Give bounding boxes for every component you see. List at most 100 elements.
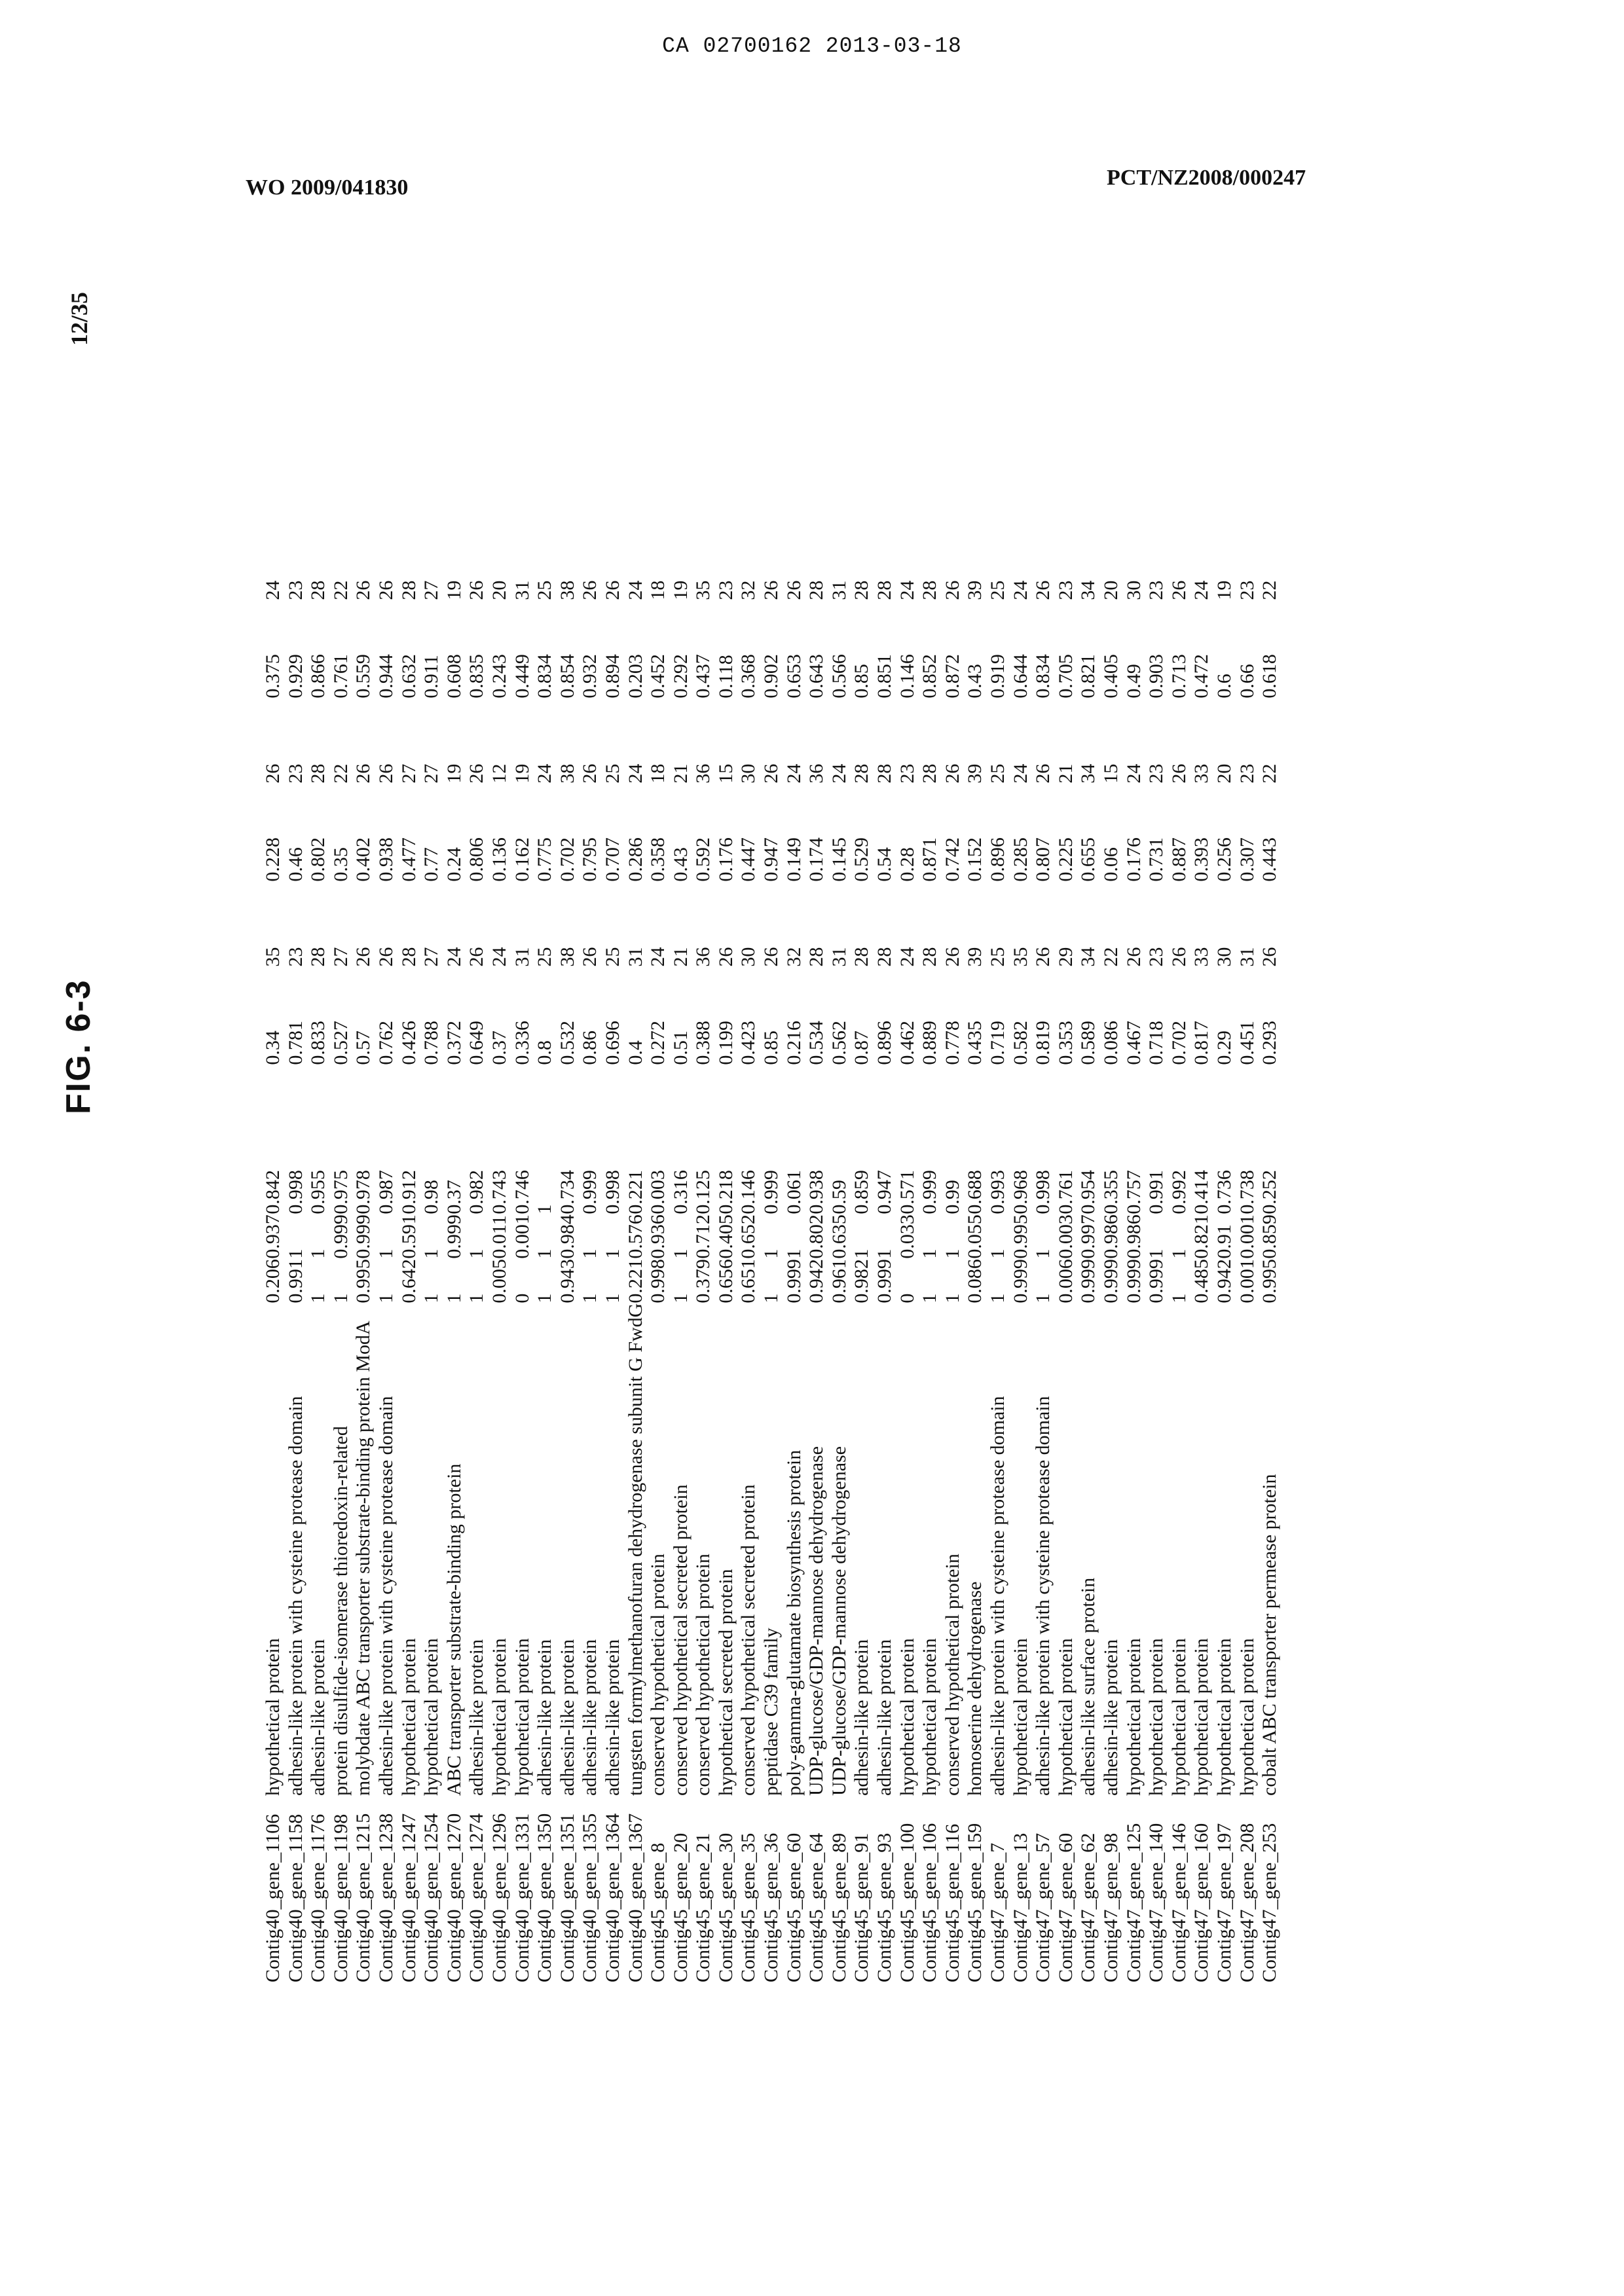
cell-count-a: 32 — [783, 882, 806, 967]
cell-score-3: 0.738 — [1236, 1170, 1259, 1214]
cell-count-a: 26 — [715, 882, 738, 967]
cell-value-a: 0.702 — [1168, 967, 1191, 1170]
cell-score-1: 1 — [375, 1259, 398, 1303]
cell-value-b: 0.896 — [987, 784, 1010, 882]
cell-count-b: 28 — [919, 699, 942, 784]
cell-value-b: 0.393 — [1190, 784, 1213, 882]
cell-value-a: 0.29 — [1213, 967, 1236, 1170]
cell-count-c: 26 — [783, 515, 806, 600]
cell-count-c: 26 — [466, 515, 489, 600]
cell-score-3: 0.743 — [489, 1170, 511, 1214]
cell-gene-id: Contig47_gene_146 — [1168, 1796, 1191, 1982]
cell-value-c: 0.292 — [670, 600, 693, 699]
cell-count-a: 31 — [511, 882, 534, 967]
table-row: Contig45_gene_89UDP-glucose/GDP-mannose … — [828, 515, 851, 1982]
table-row: Contig47_gene_140hypothetical protein0.9… — [1145, 515, 1168, 1982]
cell-score-3: 0.998 — [285, 1170, 308, 1214]
cell-score-1: 1 — [443, 1259, 466, 1303]
cell-value-b: 0.77 — [420, 784, 443, 882]
cell-gene-id: Contig45_gene_159 — [964, 1796, 987, 1982]
figure-label: FIG. 6-3 — [59, 979, 98, 1114]
cell-value-b: 0.136 — [489, 784, 511, 882]
cell-count-c: 23 — [715, 515, 738, 600]
cell-count-c: 20 — [1100, 515, 1123, 600]
cell-count-b: 36 — [692, 699, 715, 784]
cell-gene-description: hypothetical secreted protein — [715, 1303, 738, 1796]
cell-value-c: 0.452 — [647, 600, 670, 699]
cell-score-2: 1 — [942, 1214, 965, 1259]
cell-value-b: 0.176 — [1123, 784, 1146, 882]
cell-count-c: 30 — [1123, 515, 1146, 600]
cell-count-a: 29 — [1055, 882, 1078, 967]
cell-gene-id: Contig40_gene_1367 — [625, 1796, 648, 1982]
cell-value-c: 0.375 — [262, 600, 285, 699]
cell-score-3: 0.842 — [262, 1170, 285, 1214]
cell-score-2: 0.712 — [692, 1214, 715, 1259]
cell-value-c: 0.405 — [1100, 600, 1123, 699]
rotated-table-sheet: 12/35 FIG. 6-3 Contig40_gene_1106hypothe… — [262, 12, 1329, 1982]
cell-gene-description: tungsten formylmethanofuran dehydrogenas… — [625, 1303, 648, 1796]
cell-value-c: 0.472 — [1190, 600, 1213, 699]
cell-value-b: 0.947 — [760, 784, 783, 882]
cell-score-1: 0.656 — [715, 1259, 738, 1303]
cell-score-2: 0.984 — [557, 1214, 580, 1259]
cell-value-c: 0.919 — [987, 600, 1010, 699]
cell-count-c: 26 — [942, 515, 965, 600]
cell-gene-description: peptidase C39 family — [760, 1303, 783, 1796]
cell-gene-id: Contig45_gene_20 — [670, 1796, 693, 1982]
cell-value-c: 0.911 — [420, 600, 443, 699]
cell-score-1: 0.998 — [647, 1259, 670, 1303]
cell-value-b: 0.702 — [557, 784, 580, 882]
cell-gene-description: hypothetical protein — [1010, 1303, 1033, 1796]
cell-gene-id: Contig47_gene_62 — [1077, 1796, 1100, 1982]
cell-score-2: 0.999 — [330, 1214, 353, 1259]
cell-gene-id: Contig47_gene_57 — [1032, 1796, 1055, 1982]
cell-count-b: 18 — [647, 699, 670, 784]
cell-count-c: 26 — [760, 515, 783, 600]
cell-count-c: 31 — [511, 515, 534, 600]
cell-score-3: 0.998 — [602, 1170, 625, 1214]
cell-count-c: 22 — [330, 515, 353, 600]
cell-gene-id: Contig45_gene_106 — [919, 1796, 942, 1982]
cell-value-c: 0.713 — [1168, 600, 1191, 699]
cell-value-b: 0.592 — [692, 784, 715, 882]
cell-score-3: 0.061 — [783, 1170, 806, 1214]
table-row: Contig40_gene_1350adhesin-like protein11… — [534, 515, 557, 1982]
cell-value-b: 0.24 — [443, 784, 466, 882]
cell-count-c: 39 — [964, 515, 987, 600]
table-row: Contig45_gene_64UDP-glucose/GDP-mannose … — [805, 515, 828, 1982]
cell-score-3: 0.734 — [557, 1170, 580, 1214]
cell-value-a: 0.216 — [783, 967, 806, 1170]
cell-score-3: 1 — [534, 1170, 557, 1214]
cell-value-c: 0.902 — [760, 600, 783, 699]
cell-score-3: 0.991 — [1145, 1170, 1168, 1214]
cell-count-b: 28 — [851, 699, 874, 784]
cell-value-a: 0.388 — [692, 967, 715, 1170]
cell-gene-id: Contig45_gene_100 — [896, 1796, 919, 1982]
cell-value-a: 0.778 — [942, 967, 965, 1170]
cell-count-b: 26 — [375, 699, 398, 784]
cell-gene-id: Contig47_gene_125 — [1123, 1796, 1146, 1982]
cell-score-2: 0.003 — [1055, 1214, 1078, 1259]
cell-count-a: 25 — [602, 882, 625, 967]
cell-value-c: 0.6 — [1213, 600, 1236, 699]
table-row: Contig45_gene_21conserved hypothetical p… — [692, 515, 715, 1982]
cell-score-3: 0.355 — [1100, 1170, 1123, 1214]
cell-score-3: 0.218 — [715, 1170, 738, 1214]
cell-score-2: 1 — [760, 1214, 783, 1259]
cell-value-a: 0.719 — [987, 967, 1010, 1170]
cell-count-c: 23 — [285, 515, 308, 600]
cell-value-a: 0.696 — [602, 967, 625, 1170]
cell-gene-description: homoserine dehydrogenase — [964, 1303, 987, 1796]
cell-score-1: 1 — [942, 1259, 965, 1303]
cell-score-2: 0.652 — [737, 1214, 760, 1259]
cell-count-a: 39 — [964, 882, 987, 967]
cell-score-2: 0.937 — [262, 1214, 285, 1259]
cell-score-1: 0.999 — [1145, 1259, 1168, 1303]
cell-value-c: 0.929 — [285, 600, 308, 699]
cell-count-b: 38 — [557, 699, 580, 784]
cell-count-a: 21 — [670, 882, 693, 967]
cell-value-a: 0.781 — [285, 967, 308, 1170]
cell-count-c: 23 — [1145, 515, 1168, 600]
cell-gene-id: Contig47_gene_13 — [1010, 1796, 1033, 1982]
